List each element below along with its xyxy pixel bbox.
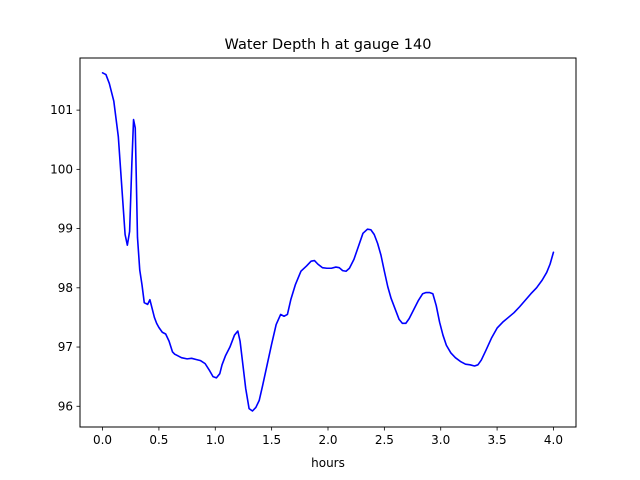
chart-title: Water Depth h at gauge 140 bbox=[225, 37, 432, 53]
x-tick-label: 1.0 bbox=[206, 433, 225, 447]
y-tick-label: 96 bbox=[58, 399, 73, 413]
x-tick-label: 0.5 bbox=[149, 433, 168, 447]
y-tick-label: 98 bbox=[58, 281, 73, 295]
x-tick-label: 1.5 bbox=[262, 433, 281, 447]
x-tick-label: 2.0 bbox=[318, 433, 337, 447]
y-axis: 96 97 98 99 100 101 bbox=[50, 103, 80, 413]
x-tick-label: 4.0 bbox=[544, 433, 563, 447]
x-tick-label: 2.5 bbox=[375, 433, 394, 447]
y-tick-label: 101 bbox=[50, 103, 73, 117]
x-tick-label: 0.0 bbox=[93, 433, 112, 447]
x-axis-label: hours bbox=[311, 456, 345, 470]
y-tick-label: 100 bbox=[50, 162, 73, 176]
x-axis: 0.0 0.5 1.0 1.5 2.0 2.5 3.0 3.5 4.0 bbox=[93, 427, 563, 447]
series-line-0 bbox=[101, 72, 555, 412]
x-tick-label: 3.5 bbox=[488, 433, 507, 447]
plot-area bbox=[101, 72, 555, 412]
y-tick-label: 99 bbox=[58, 222, 73, 236]
x-tick-label: 3.0 bbox=[431, 433, 450, 447]
y-tick-label: 97 bbox=[58, 340, 73, 354]
